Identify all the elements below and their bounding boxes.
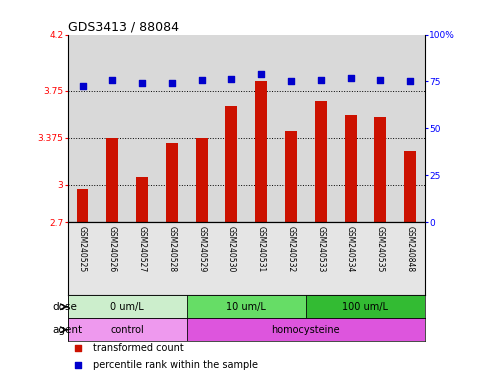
Text: 100 um/L: 100 um/L	[342, 302, 388, 312]
Point	[347, 74, 355, 81]
Point	[227, 76, 235, 82]
Text: GSM240530: GSM240530	[227, 226, 236, 272]
Text: GSM240535: GSM240535	[376, 226, 385, 272]
Text: GSM240527: GSM240527	[138, 226, 146, 272]
Text: GSM240528: GSM240528	[168, 226, 176, 272]
Point	[108, 76, 116, 83]
Bar	[395, 222, 425, 295]
Bar	[187, 35, 216, 222]
Bar	[157, 35, 187, 222]
Point	[168, 80, 176, 86]
Text: GSM240529: GSM240529	[197, 226, 206, 272]
Bar	[166, 144, 178, 222]
Bar	[98, 35, 127, 222]
Bar	[374, 117, 386, 222]
Bar	[246, 35, 276, 222]
Bar	[216, 222, 246, 295]
Bar	[366, 35, 395, 222]
Point	[287, 78, 295, 84]
Bar	[345, 115, 356, 222]
Point	[138, 80, 146, 86]
Bar	[68, 222, 98, 295]
Bar	[106, 138, 118, 222]
Bar	[315, 101, 327, 222]
Point	[74, 345, 82, 351]
Bar	[127, 35, 157, 222]
Text: GSM240526: GSM240526	[108, 226, 117, 272]
Point	[377, 76, 384, 83]
Bar	[98, 222, 127, 295]
Bar	[187, 222, 216, 295]
Point	[317, 76, 325, 83]
Bar	[68, 295, 187, 318]
Text: GSM240848: GSM240848	[406, 226, 414, 272]
Text: GDS3413 / 88084: GDS3413 / 88084	[68, 20, 179, 33]
Bar	[336, 222, 366, 295]
Point	[198, 76, 206, 83]
Bar	[226, 106, 238, 222]
Text: transformed count: transformed count	[93, 343, 184, 353]
Text: dose: dose	[53, 302, 78, 312]
Text: control: control	[110, 325, 144, 335]
Bar	[306, 222, 336, 295]
Bar	[68, 35, 98, 222]
Text: GSM240532: GSM240532	[286, 226, 296, 272]
Bar	[157, 222, 187, 295]
Bar	[136, 177, 148, 222]
Point	[74, 362, 82, 368]
Point	[406, 78, 414, 84]
Text: homocysteine: homocysteine	[271, 325, 340, 335]
Point	[257, 71, 265, 77]
Text: GSM240533: GSM240533	[316, 226, 325, 272]
Bar	[127, 222, 157, 295]
Bar	[187, 295, 306, 318]
Text: percentile rank within the sample: percentile rank within the sample	[93, 360, 257, 370]
Text: agent: agent	[53, 325, 83, 335]
Bar	[187, 318, 425, 341]
Point	[79, 83, 86, 89]
Bar	[276, 222, 306, 295]
Bar	[285, 131, 297, 222]
Bar	[196, 138, 208, 222]
Bar	[246, 222, 276, 295]
Text: GSM240531: GSM240531	[257, 226, 266, 272]
Bar	[68, 318, 187, 341]
Text: GSM240534: GSM240534	[346, 226, 355, 272]
Bar	[395, 35, 425, 222]
Bar	[404, 151, 416, 222]
Bar	[76, 189, 88, 222]
Bar	[336, 35, 366, 222]
Bar	[276, 35, 306, 222]
Text: 0 um/L: 0 um/L	[110, 302, 144, 312]
Text: 10 um/L: 10 um/L	[227, 302, 266, 312]
Bar	[306, 295, 425, 318]
Text: GSM240525: GSM240525	[78, 226, 87, 272]
Bar	[366, 222, 395, 295]
Bar	[255, 81, 267, 222]
Bar	[216, 35, 246, 222]
Bar	[306, 35, 336, 222]
